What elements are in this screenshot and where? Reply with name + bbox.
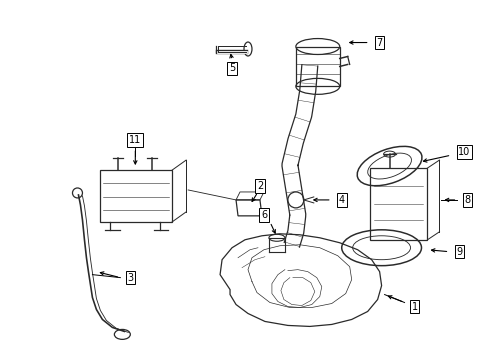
Text: 5: 5 — [229, 63, 235, 73]
Text: 10: 10 — [458, 147, 470, 157]
Text: 2: 2 — [257, 181, 263, 191]
Text: 8: 8 — [465, 195, 470, 205]
Text: 9: 9 — [456, 247, 463, 257]
Text: 3: 3 — [127, 273, 133, 283]
Text: 4: 4 — [339, 195, 345, 205]
Text: 7: 7 — [376, 37, 383, 48]
Text: 1: 1 — [412, 302, 417, 311]
Text: 11: 11 — [129, 135, 142, 145]
Text: 6: 6 — [261, 210, 267, 220]
